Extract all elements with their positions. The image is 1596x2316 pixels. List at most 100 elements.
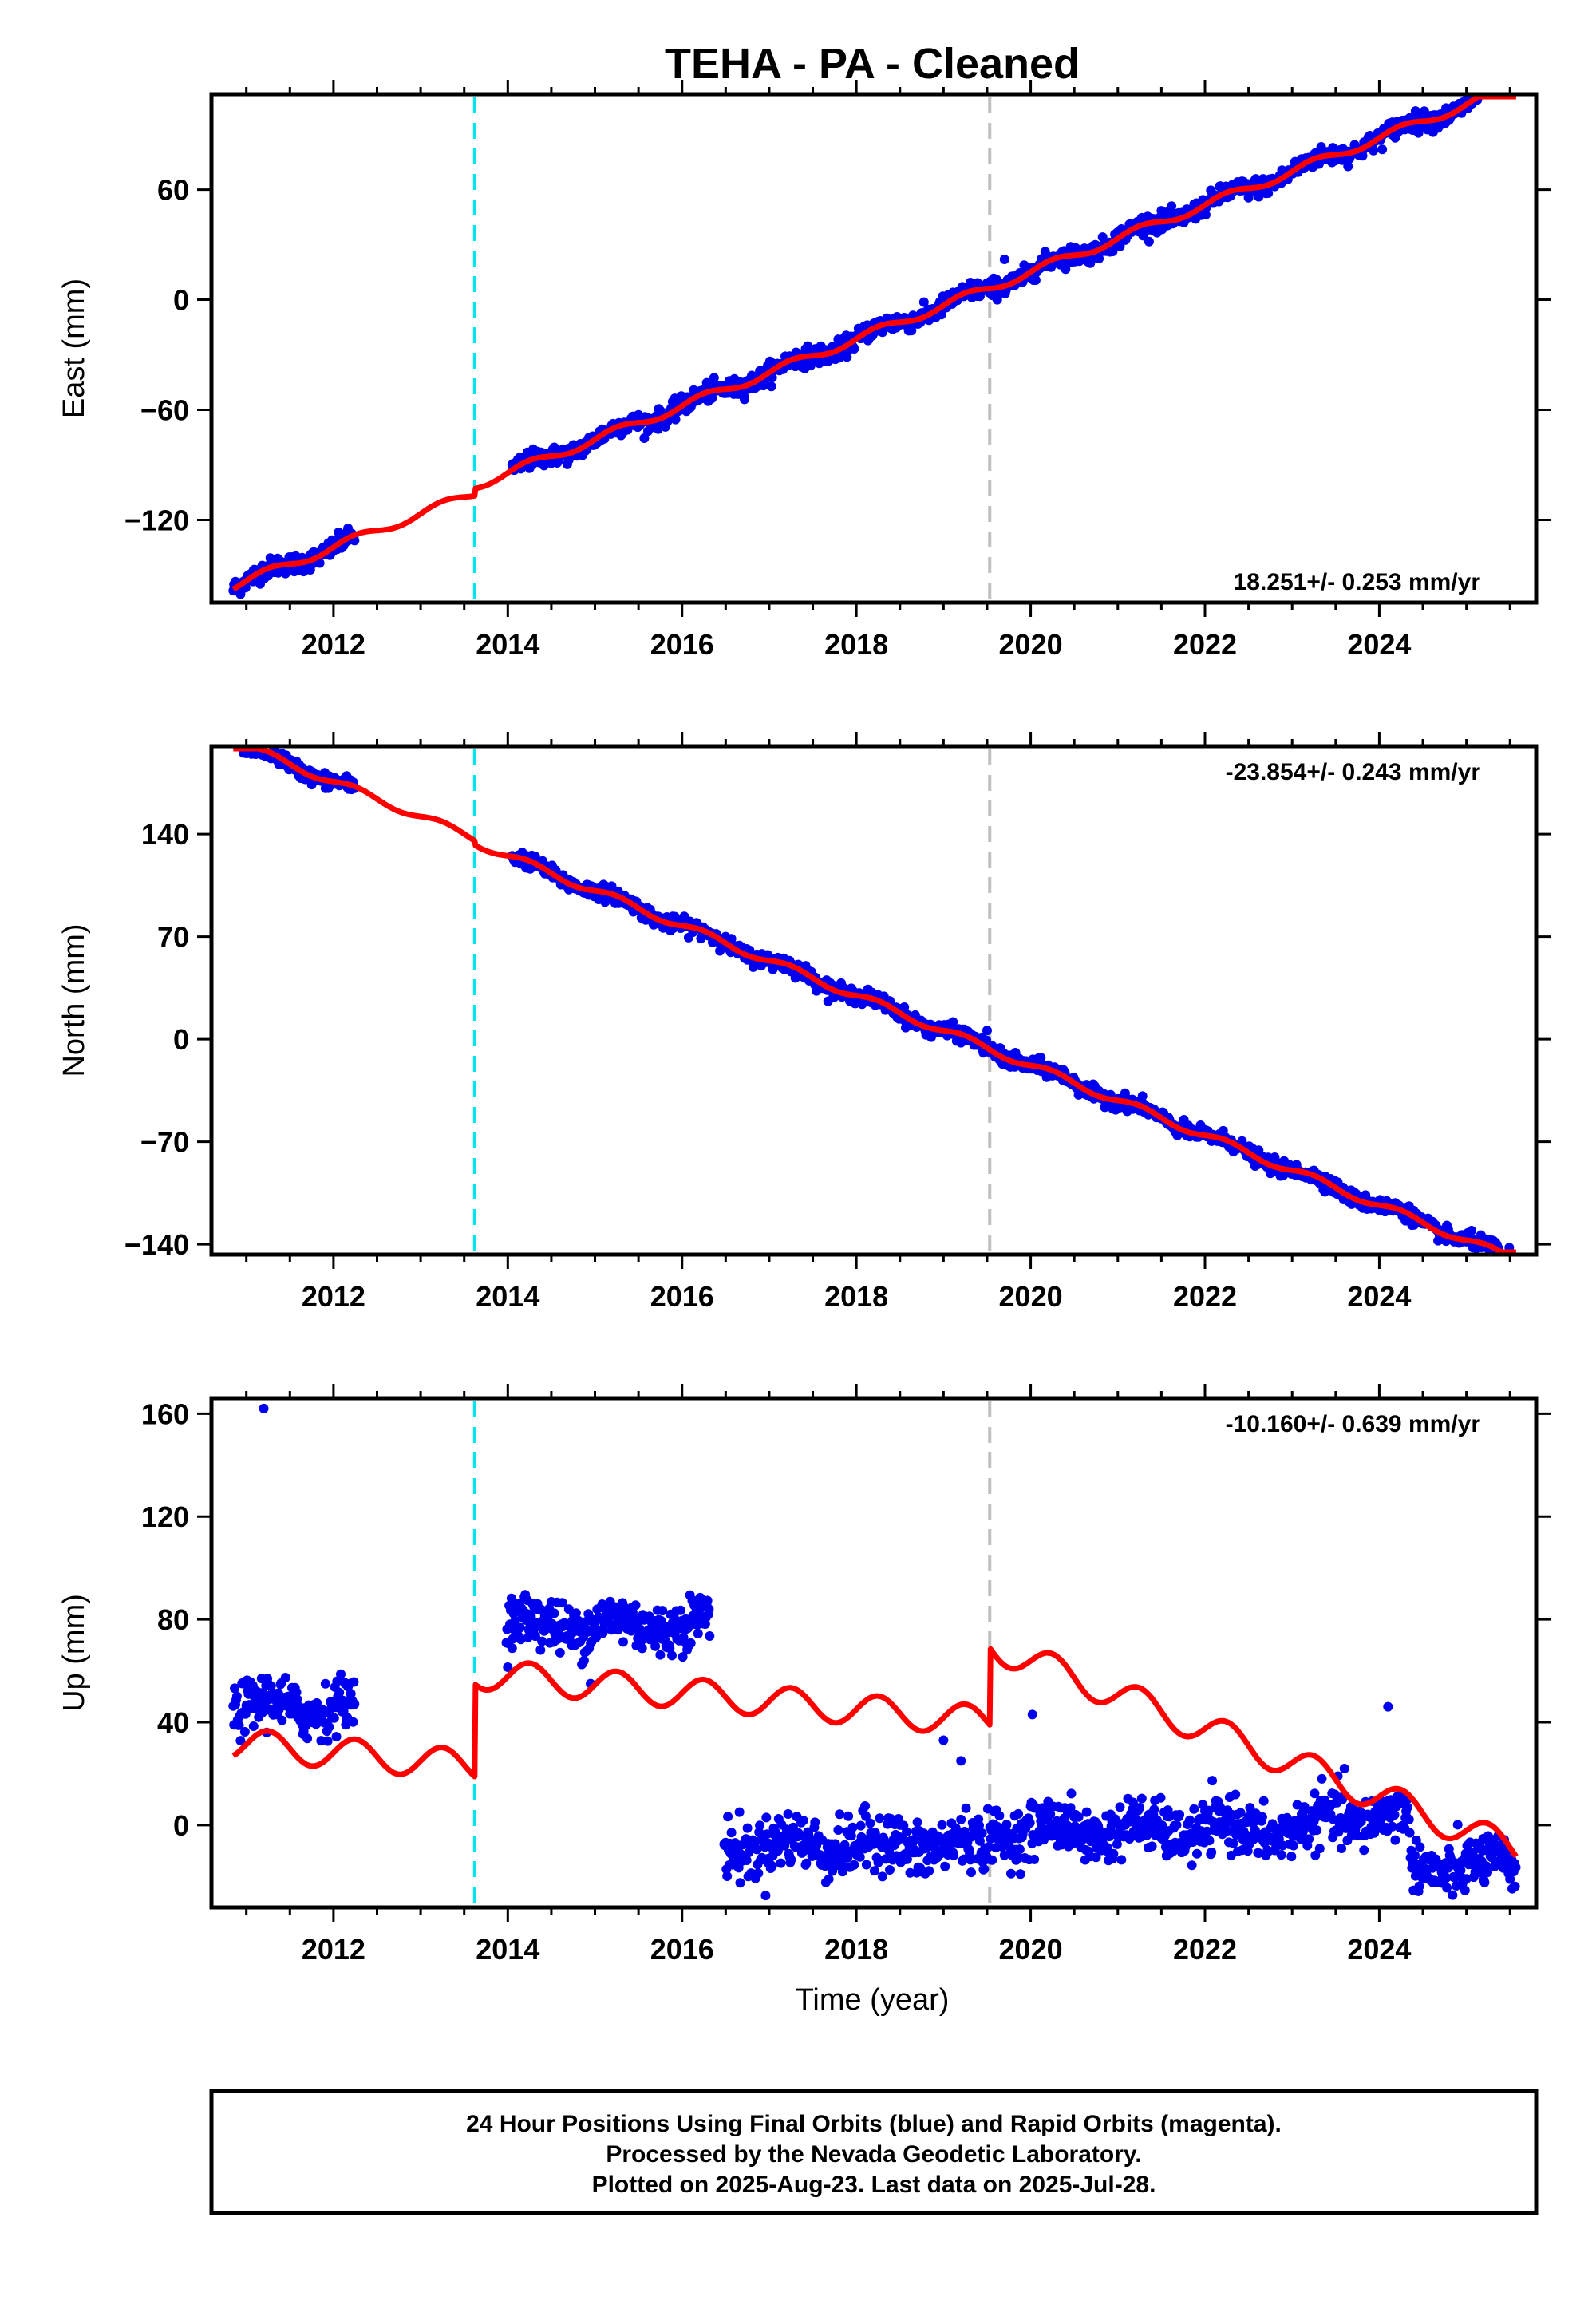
data-point — [865, 1818, 875, 1828]
data-point — [515, 1622, 525, 1633]
data-point — [1015, 1869, 1025, 1879]
x-tick-label: 2018 — [824, 628, 888, 661]
rate-annotation-north: -23.854+/- 0.243 mm/yr — [1226, 759, 1481, 785]
data-points-up — [228, 1403, 1521, 1901]
data-point — [875, 1813, 885, 1824]
data-point — [1389, 1810, 1400, 1820]
data-point — [726, 1828, 737, 1838]
data-point — [855, 1852, 865, 1862]
data-point — [1258, 1796, 1269, 1806]
data-point — [277, 1715, 287, 1725]
data-point — [956, 1814, 966, 1824]
data-point — [1147, 1841, 1157, 1852]
data-point — [1066, 1788, 1077, 1799]
data-point — [1108, 247, 1118, 257]
data-point — [1456, 1865, 1466, 1875]
data-point — [1390, 1835, 1400, 1845]
data-point — [936, 310, 946, 320]
data-point — [1207, 1847, 1217, 1857]
data-point — [1167, 201, 1177, 211]
y-tick-label: 0 — [173, 284, 189, 317]
x-tick-label: 2012 — [302, 1280, 365, 1313]
data-point — [742, 1823, 753, 1833]
data-point — [918, 297, 929, 307]
data-point — [1402, 1802, 1412, 1812]
data-point — [1312, 1825, 1322, 1836]
data-point — [702, 1595, 713, 1606]
data-point — [1144, 236, 1154, 247]
footer-line-3: Plotted on 2025-Aug-23. Last data on 202… — [592, 2172, 1156, 2198]
x-tick-label: 2024 — [1347, 1933, 1411, 1966]
data-point — [1135, 1803, 1145, 1813]
data-point — [1200, 210, 1211, 220]
data-point — [535, 1645, 546, 1655]
data-point — [877, 1871, 887, 1882]
rate-annotation-east: 18.251+/- 0.253 mm/yr — [1234, 569, 1481, 595]
data-point — [979, 1864, 990, 1875]
data-point — [1510, 1881, 1520, 1891]
data-point — [1073, 1812, 1084, 1822]
data-point — [734, 1807, 745, 1817]
y-axis-label-east: East (mm) — [57, 279, 91, 418]
data-point — [1276, 1850, 1286, 1860]
x-tick-label: 2016 — [650, 1280, 714, 1313]
data-point — [1377, 144, 1388, 155]
rate-annotation-up: -10.160+/- 0.639 mm/yr — [1226, 1411, 1481, 1437]
x-tick-label: 2014 — [476, 1933, 539, 1966]
data-point — [760, 1891, 771, 1901]
data-point — [912, 1817, 922, 1828]
data-point — [1448, 1890, 1458, 1900]
data-point — [1189, 1804, 1199, 1814]
data-point — [1479, 1877, 1490, 1887]
data-point — [320, 1678, 330, 1689]
data-point — [798, 1816, 808, 1826]
data-point — [1149, 1804, 1159, 1815]
data-point — [855, 1820, 866, 1831]
outlier-point — [1027, 1709, 1037, 1720]
footer-line-2: Processed by the Nevada Geodetic Laborat… — [606, 2141, 1141, 2168]
data-point — [675, 1605, 685, 1615]
data-point — [579, 1655, 589, 1666]
data-point — [1337, 1844, 1347, 1853]
data-point — [549, 1608, 559, 1618]
data-point — [637, 1643, 647, 1654]
model-curve-east — [231, 93, 1519, 592]
data-point — [1231, 1789, 1241, 1800]
y-tick-label: 70 — [157, 921, 189, 954]
data-point — [302, 1733, 313, 1744]
data-point — [1415, 1842, 1425, 1852]
data-point — [1184, 1815, 1195, 1825]
y-tick-label: −60 — [140, 394, 189, 427]
data-point — [885, 1865, 895, 1875]
x-tick-label: 2012 — [302, 628, 365, 661]
data-point — [753, 1868, 764, 1879]
data-point — [1314, 1844, 1325, 1854]
data-point — [1228, 1838, 1238, 1848]
x-tick-label: 2022 — [1173, 628, 1237, 661]
data-point — [618, 1637, 628, 1647]
data-point — [869, 1866, 879, 1876]
data-point — [755, 1820, 765, 1831]
x-tick-label: 2020 — [999, 628, 1063, 661]
data-point — [940, 1861, 950, 1871]
data-point — [1013, 1808, 1024, 1819]
data-point — [670, 414, 681, 425]
y-tick-label: 140 — [141, 818, 189, 851]
data-point — [723, 1812, 733, 1822]
data-point — [537, 1636, 547, 1646]
data-point — [783, 1809, 793, 1819]
data-point — [1359, 1845, 1369, 1856]
data-point — [1404, 1814, 1414, 1824]
plot-frame-east — [209, 92, 1539, 605]
data-point — [630, 1600, 641, 1611]
data-point — [348, 1717, 358, 1727]
data-point — [846, 1831, 856, 1841]
x-tick-label: 2016 — [650, 628, 714, 661]
data-point — [835, 353, 845, 363]
data-point — [987, 1855, 998, 1865]
x-tick-label: 2020 — [999, 1933, 1063, 1966]
data-point — [685, 1638, 696, 1648]
data-point — [1029, 1854, 1040, 1864]
panels: 2012 2014 2016 2018 2020 2022 2024−120−60060Ea… — [57, 80, 1551, 1966]
outlier-point — [999, 254, 1009, 264]
